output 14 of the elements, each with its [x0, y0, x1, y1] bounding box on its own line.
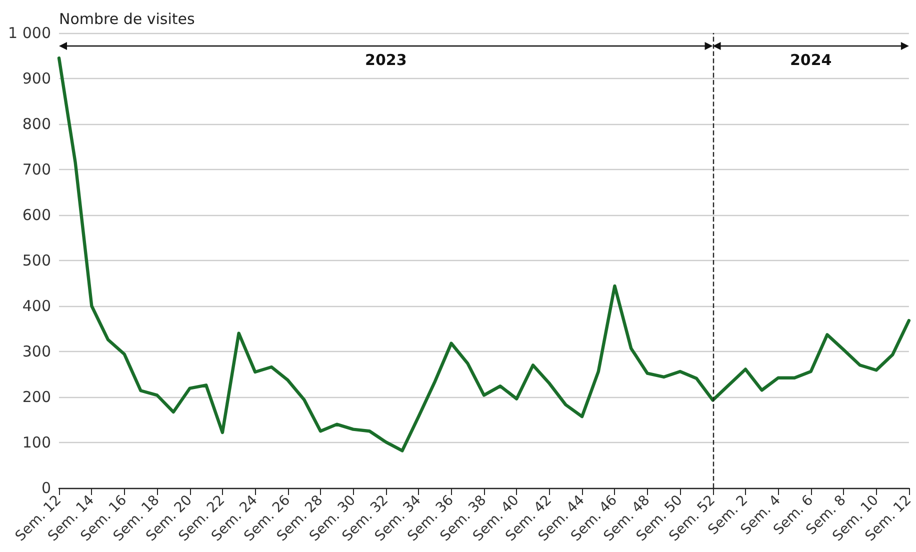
y-tick-label: 200: [22, 388, 51, 406]
y-axis-title: Nombre de visites: [59, 10, 196, 28]
annotation: 2023: [365, 51, 407, 69]
y-tick-label: 0: [41, 479, 51, 497]
y-tick-label: 1 000: [8, 24, 51, 42]
y-tick-label: 400: [22, 297, 51, 315]
y-tick-label: 300: [22, 342, 51, 360]
y-tick-label: 100: [22, 434, 51, 452]
y-tick-label: 600: [22, 206, 51, 224]
y-tick-label: 800: [22, 115, 51, 133]
y-tick-label: 500: [22, 252, 51, 270]
y-tick-label: 700: [22, 160, 51, 178]
annotation: 2024: [790, 51, 832, 69]
y-tick-label: 900: [22, 70, 51, 88]
